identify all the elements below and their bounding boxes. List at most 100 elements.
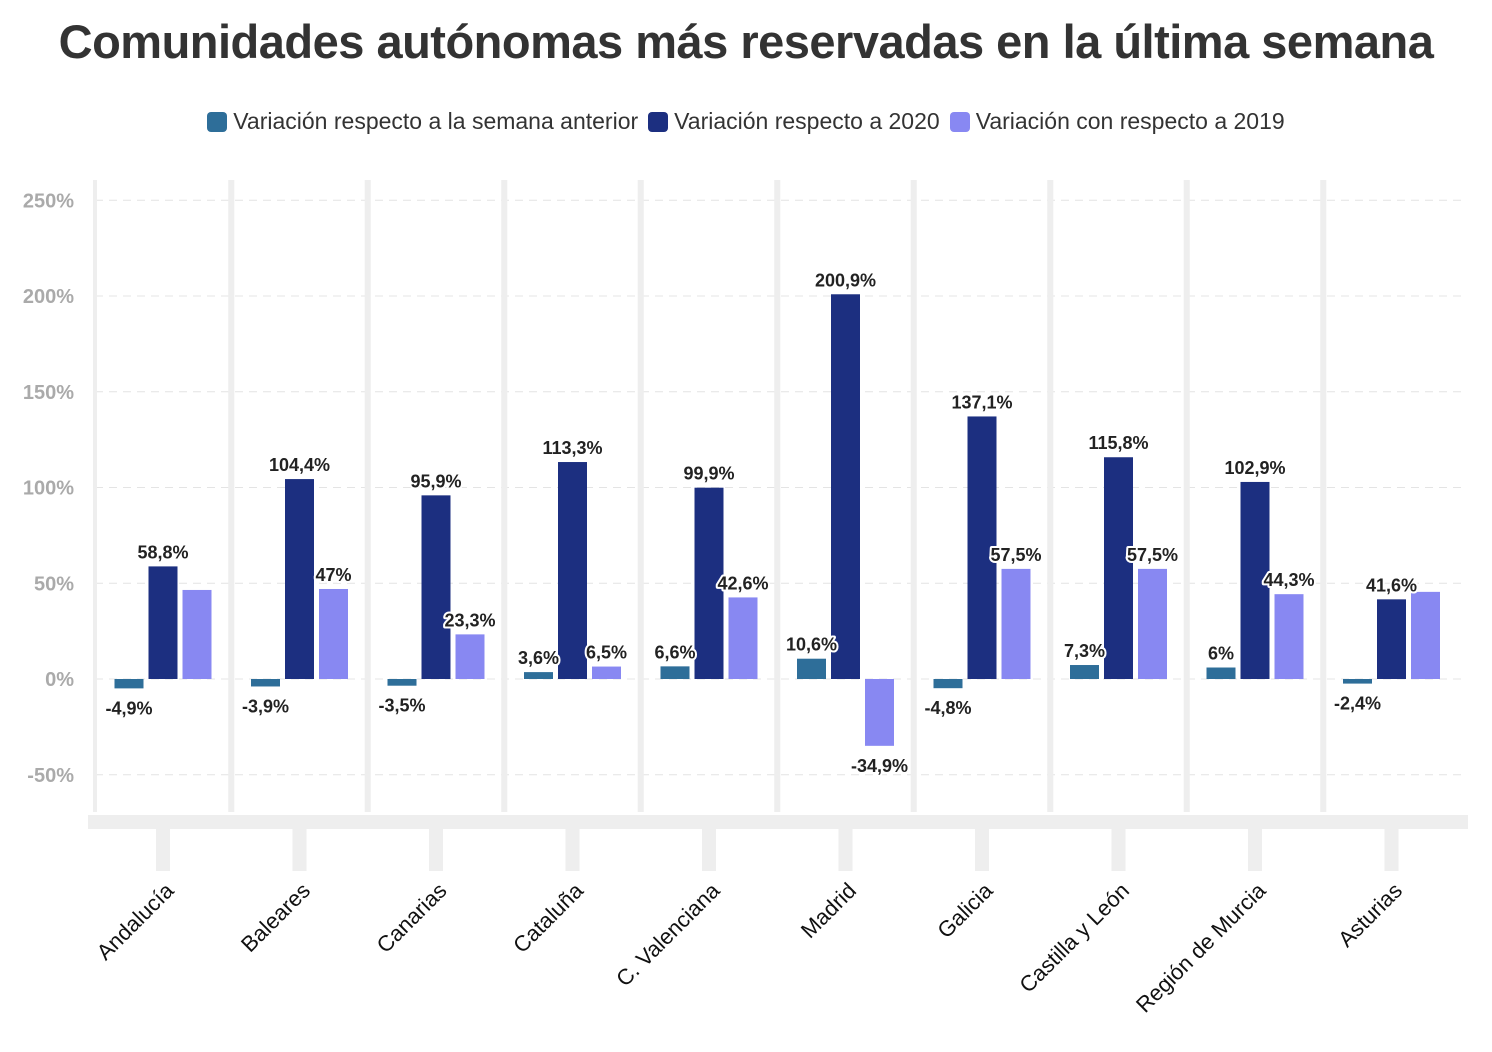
data-label: -3,5% <box>378 696 425 716</box>
category-label: Castilla y León <box>1014 878 1134 998</box>
data-label: 137,1% <box>951 392 1012 412</box>
data-label: 102,9% <box>1224 458 1285 478</box>
data-label: 6,6% <box>654 642 695 662</box>
category-label: Galicia <box>932 877 998 943</box>
data-label: 42,6% <box>717 573 768 593</box>
data-label: 58,8% <box>137 542 188 562</box>
bar <box>694 487 724 679</box>
bar <box>421 495 451 679</box>
bar <box>660 666 690 679</box>
bar <box>387 679 417 686</box>
bar <box>1411 591 1440 679</box>
legend-item-2019: Variación con respecto a 2019 <box>949 108 1285 135</box>
legend-label-week: Variación respecto a la semana anterior <box>233 108 639 134</box>
bar <box>114 679 144 689</box>
category-label: Cataluña <box>508 877 588 957</box>
legend-label-2019: Variación con respecto a 2019 <box>975 108 1285 134</box>
bar <box>148 566 178 679</box>
panel-separators <box>228 180 1327 812</box>
data-label: 104,4% <box>269 455 330 475</box>
data-label: 6% <box>1208 644 1234 664</box>
legend-swatch-2019 <box>949 111 970 132</box>
bar <box>251 679 280 687</box>
data-label: 7,3% <box>1064 641 1105 661</box>
x-axis-band <box>88 815 1468 829</box>
bar <box>933 679 963 689</box>
bar <box>455 634 485 679</box>
x-tick <box>838 829 853 871</box>
legend: Variación respecto a la semana anterior … <box>0 108 1492 135</box>
category-label: C. Valenciana <box>611 877 725 991</box>
category-label: Canarias <box>372 878 452 958</box>
data-label: -4,8% <box>924 698 971 718</box>
bars <box>114 294 1440 746</box>
data-label: -3,9% <box>242 696 289 716</box>
x-tick <box>429 829 443 871</box>
bar <box>967 416 997 679</box>
x-tick <box>1384 829 1399 871</box>
data-label: 57,5% <box>990 545 1041 565</box>
category-label: Región de Murcia <box>1131 877 1271 1017</box>
y-tick-label: 250% <box>23 190 74 212</box>
x-tick <box>1248 829 1262 871</box>
bar <box>592 666 621 679</box>
category-label: Asturias <box>1333 878 1407 952</box>
bar <box>1240 481 1270 679</box>
x-tick <box>292 829 307 871</box>
legend-label-2020: Variación respecto a 2020 <box>674 108 940 134</box>
y-tick-label: 50% <box>34 573 74 595</box>
data-label: 57,5% <box>1127 545 1178 565</box>
chart-title: Comunidades autónomas más reservadas en … <box>58 15 1434 68</box>
data-label: 23,3% <box>444 610 495 630</box>
bar <box>524 672 553 679</box>
data-label: 10,6% <box>786 635 837 655</box>
data-label: 99,9% <box>683 464 734 484</box>
data-label: -34,9% <box>851 756 908 776</box>
bar <box>285 479 314 679</box>
bar <box>1206 667 1236 679</box>
data-label: 115,8% <box>1088 433 1148 453</box>
x-tick <box>1111 829 1126 871</box>
bar <box>558 462 587 679</box>
data-label: 41,6% <box>1366 575 1417 595</box>
value-labels: -4,9% 58,8% -3,9% 104,4% 47% -3,5% 95,9% 23,3% 3… <box>103 268 1419 778</box>
x-tick <box>702 829 716 871</box>
data-label: 113,3% <box>542 438 602 458</box>
bar <box>319 588 348 679</box>
bar <box>865 679 894 746</box>
bar <box>182 589 212 679</box>
x-tick <box>975 829 989 871</box>
data-label: 95,9% <box>410 471 461 491</box>
bar <box>1274 594 1304 679</box>
x-tick <box>156 829 170 871</box>
bar <box>1343 679 1372 684</box>
x-tick <box>565 829 580 871</box>
y-tick-label: -50% <box>27 765 74 787</box>
bar <box>728 597 758 679</box>
bar <box>831 294 860 679</box>
y-tick-label: 0% <box>45 669 74 691</box>
bar <box>1138 568 1167 679</box>
y-tick-label: 150% <box>23 382 74 404</box>
category-label: Andalucía <box>92 877 179 964</box>
legend-item-week: Variación respecto a la semana anterior <box>207 108 638 135</box>
legend-swatch-week <box>207 111 228 132</box>
bar <box>797 658 826 679</box>
y-tick-label: 200% <box>23 286 74 308</box>
data-label: 6,5% <box>586 643 627 663</box>
category-label: Baleares <box>236 878 315 957</box>
data-label: 200,9% <box>815 270 876 290</box>
bar <box>1104 457 1133 679</box>
y-tick-label: 100% <box>23 478 74 500</box>
data-label: 3,6% <box>518 648 559 668</box>
bar <box>1377 599 1406 679</box>
legend-item-2020: Variación respecto a 2020 <box>648 108 940 135</box>
data-label: -2,4% <box>1334 694 1381 714</box>
bar <box>1070 665 1099 679</box>
data-label: 47% <box>315 565 351 585</box>
data-label: 44,3% <box>1263 570 1314 590</box>
category-label: Madrid <box>796 878 861 943</box>
bar <box>1001 568 1031 679</box>
data-label: -4,9% <box>105 698 152 718</box>
